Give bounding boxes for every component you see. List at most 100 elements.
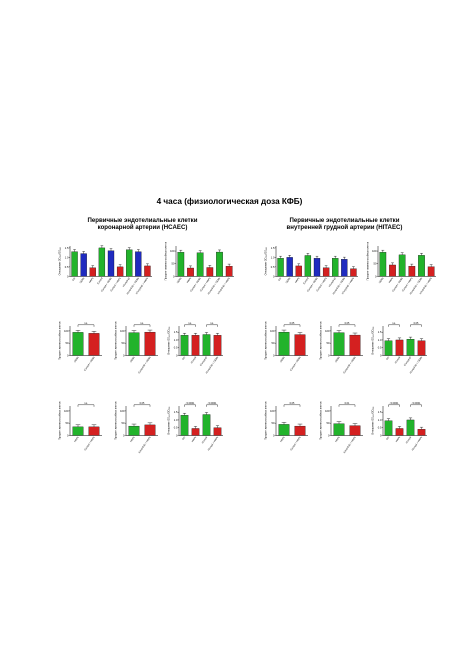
x-tick-label: ICenpd + CEMs xyxy=(289,355,302,371)
bar xyxy=(384,420,393,436)
y-tick-label: 0.5 xyxy=(378,426,382,430)
section-title-line1: Первичные эндотелиальные клетки xyxy=(289,217,400,224)
y-tick-label: 50 xyxy=(272,421,275,425)
significance-bracket xyxy=(184,404,196,407)
x-tick-label: ICenpd + HAPs xyxy=(411,435,423,451)
bar xyxy=(88,426,100,436)
x-tick-label: HAPs xyxy=(191,435,197,442)
bar xyxy=(384,340,393,356)
y-axis-label: Процент жизнеспособных клеток xyxy=(164,241,167,280)
x-tick-label: ICenpd-ID xyxy=(403,356,412,367)
x-tick-label: CEMs xyxy=(129,355,136,363)
bar xyxy=(322,267,330,277)
x-tick-label: ICenpd-ID + HAPs xyxy=(138,435,152,454)
bar xyxy=(395,339,404,356)
chart-hitaec-viability-haps-id: Процент жизнеспособных клеток 0 50 100 HAPs I… xyxy=(319,401,363,454)
x-tick-label: ICenpd xyxy=(394,356,401,365)
y-tick-label: 50 xyxy=(122,341,125,345)
chart-hitaec-od-ratio-all: Отношение OD₄₅₀/OD₆₉₀ 0 0.5 1.0 1.5 Ctrl CEMs H… xyxy=(264,246,358,295)
bar xyxy=(144,265,151,277)
y-tick-label: 100 xyxy=(170,249,175,253)
x-tick-label: ICenpd-ID + CEMs xyxy=(343,355,357,374)
y-axis-label: Отношение OD₄₅₀/OD₆₉₀ xyxy=(58,247,61,275)
bar xyxy=(313,258,321,277)
y-axis-label: Отношение OD₄₅₀/OD₆₉₀ xyxy=(371,327,374,355)
x-tick-label: ICenpd + HAPs xyxy=(207,435,219,451)
bar xyxy=(295,265,302,277)
x-tick-label: CEMs xyxy=(73,355,80,363)
bar xyxy=(116,266,124,277)
bar xyxy=(379,252,387,277)
x-tick-label: HAPs xyxy=(74,435,80,442)
y-tick-label: 1.0 xyxy=(65,255,69,259)
section-title-line2: коронарной артерии (HCAEC) xyxy=(97,224,188,232)
y-tick-label: 0 xyxy=(123,433,125,437)
significance-bracket xyxy=(338,404,356,407)
y-tick-label: 0 xyxy=(380,433,382,437)
y-tick-label: 50 xyxy=(327,341,330,345)
y-tick-label: 1.5 xyxy=(65,246,69,250)
chart-hitaec-od-ratio-haps: Отношение OD₄₅₀/OD₆₉₀ 0 0.5 1.0 1.5 Ctrl HAPs I… xyxy=(371,402,427,451)
bar xyxy=(417,340,426,356)
bar xyxy=(80,253,87,277)
y-tick-label: 0.5 xyxy=(174,346,178,350)
y-tick-label: 100 xyxy=(270,409,275,413)
bar xyxy=(187,267,194,277)
y-tick-label: 0 xyxy=(67,274,69,278)
y-axis-label: Процент жизнеспособных клеток xyxy=(319,321,322,360)
y-tick-label: 0 xyxy=(328,353,330,357)
chart-hcaec-viability-cems-id: Процент жизнеспособных клеток 0 50 100 CEMs I… xyxy=(114,321,158,374)
y-tick-label: 0 xyxy=(173,274,175,278)
y-tick-label: 50 xyxy=(122,421,125,425)
y-tick-label: 50 xyxy=(66,421,69,425)
y-tick-label: 0.5 xyxy=(378,346,382,350)
x-tick-label: ICenpd-ID xyxy=(199,356,208,367)
x-tick-label: CEMs xyxy=(79,276,86,284)
bar xyxy=(202,334,211,356)
y-tick-label: 1.5 xyxy=(378,330,382,334)
x-tick-label: CEMs xyxy=(176,276,183,284)
y-axis-label: Отношение OD₄₅₀/OD₆₉₀ xyxy=(264,247,267,275)
bar xyxy=(72,332,84,356)
y-tick-label: 50 xyxy=(172,262,175,266)
x-tick-label: ICenpd + HAPs xyxy=(290,435,302,451)
bar xyxy=(389,264,396,277)
y-axis-label: Процент жизнеспособных клеток xyxy=(114,401,117,440)
y-axis-label: Отношение OD₄₅₀/OD₆₉₀ xyxy=(371,407,374,435)
y-tick-label: 50 xyxy=(374,262,377,266)
bar xyxy=(333,332,345,356)
chart-hitaec-viability-cems: Процент жизнеспособных клеток 0 50 100 CEMs I… xyxy=(264,321,308,372)
significance-label: 0.05 xyxy=(290,402,295,405)
y-tick-label: 0 xyxy=(176,433,178,437)
significance-label: <0.0001 xyxy=(208,402,217,405)
x-tick-label: ICenpd xyxy=(405,436,412,445)
significance-bracket xyxy=(206,324,218,327)
bar xyxy=(398,254,406,277)
y-tick-label: 100 xyxy=(325,329,330,333)
bar xyxy=(88,333,100,356)
y-tick-label: 1.0 xyxy=(174,338,178,342)
x-tick-label: ICenpd xyxy=(190,356,197,365)
bar xyxy=(333,423,345,436)
significance-label: <0.0001 xyxy=(412,402,421,405)
y-tick-label: 0 xyxy=(67,353,69,357)
section-title-line1: Первичные эндотелиальные клетки xyxy=(87,217,198,224)
x-tick-label: Ctrl xyxy=(182,436,187,441)
x-tick-label: Ctrl xyxy=(72,277,77,282)
x-tick-label: ICenpd + CEMs xyxy=(83,355,96,371)
significance-label: 0.05 xyxy=(414,322,419,325)
y-tick-label: 0 xyxy=(176,353,178,357)
y-tick-label: 1.5 xyxy=(174,330,178,334)
bar xyxy=(294,425,306,436)
bar xyxy=(144,331,156,356)
significance-label: n.s. xyxy=(140,322,144,325)
x-tick-label: HAPs xyxy=(130,435,136,442)
x-tick-label: CEMs xyxy=(334,355,341,363)
x-tick-label: ICenpd-ID + CEMs xyxy=(138,355,152,374)
y-tick-label: 1.0 xyxy=(378,418,382,422)
significance-bracket xyxy=(206,404,218,407)
y-axis-label: Процент жизнеспособных клеток xyxy=(58,321,61,360)
y-tick-label: 100 xyxy=(120,409,125,413)
y-tick-label: 1.0 xyxy=(378,338,382,342)
bar xyxy=(196,252,204,277)
